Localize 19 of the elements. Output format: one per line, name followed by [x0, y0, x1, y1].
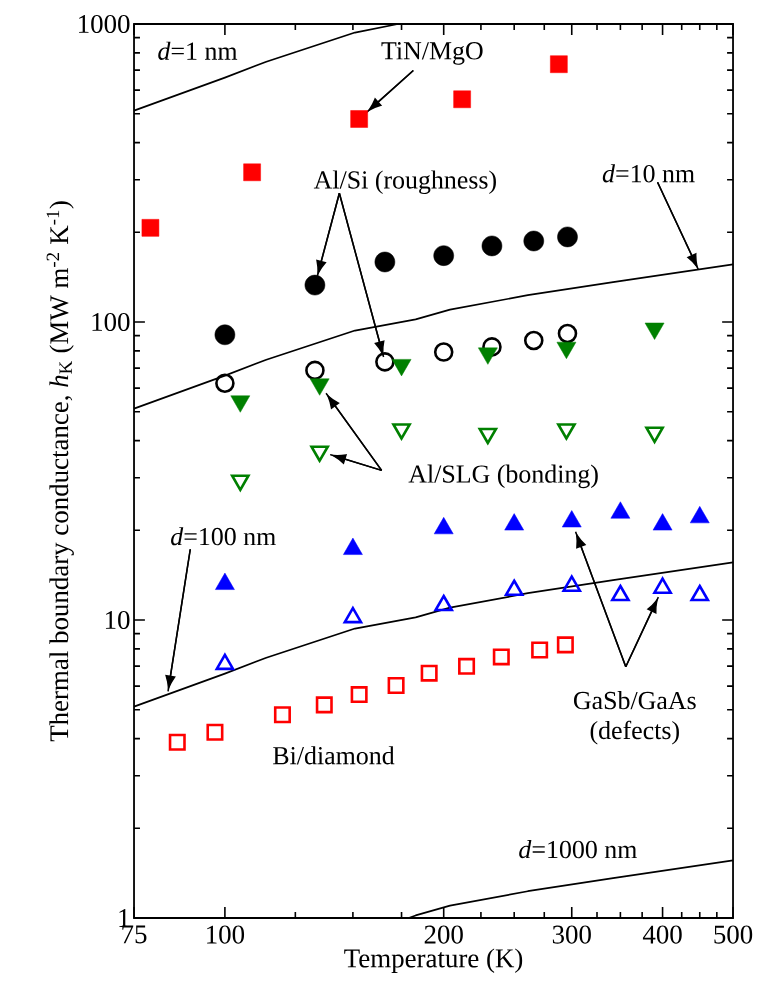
annotation: Al/Si (roughness) [313, 170, 496, 195]
annotation: Bi/diamond [273, 746, 395, 765]
annotation: d=1 nm [158, 41, 238, 60]
annotation: Al/SLG (bonding) [408, 464, 598, 489]
x-tick-label: 400 [642, 925, 682, 944]
annotation: TiN/MgO [381, 42, 483, 65]
y-tick-label: 1000 [79, 14, 130, 34]
annotation: GaSb/GaAs (defects) [573, 691, 696, 745]
x-axis-title: Temperature (K) [344, 948, 523, 973]
y-axis-title: Thermal boundary conductance, h$_{K}$ (MW m$^{-2}$ K$^{-1}$) [46, 201, 74, 742]
x-tick-label: 100 [207, 925, 245, 944]
y-tick-label: 10 [105, 610, 130, 630]
x-tick-label: 200 [424, 925, 463, 944]
x-tick-label: 300 [552, 925, 591, 944]
y-tick-label: 100 [92, 312, 130, 332]
annotation: d=1000 nm [519, 840, 637, 859]
x-tick-label: 500 [714, 925, 753, 944]
annotation: d=100 nm [171, 527, 276, 546]
annotation: d=10 nm [602, 164, 695, 183]
